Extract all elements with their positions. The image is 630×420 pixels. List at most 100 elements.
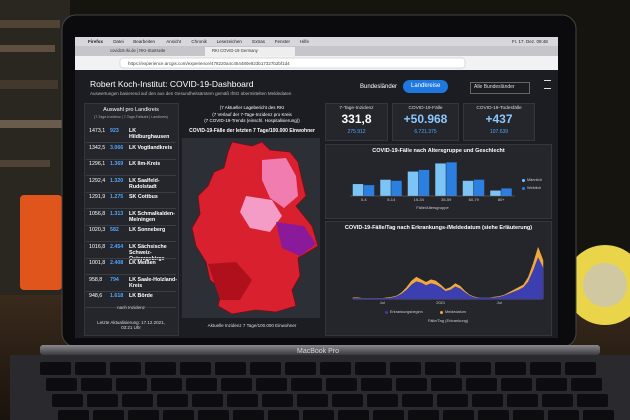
key: [75, 362, 106, 375]
menu-item[interactable]: Extras: [252, 38, 265, 44]
stat-total: 6.721.375: [414, 129, 437, 135]
incidence: 1296,1: [89, 161, 106, 167]
district-name[interactable]: LK Ilm-Kreis: [129, 161, 161, 167]
key: [320, 362, 351, 375]
row-divider: [86, 175, 176, 176]
bar: [462, 180, 474, 196]
key: [128, 410, 159, 420]
incidence: 1016,8: [89, 243, 106, 250]
dashboard-title: Robert Koch-Institut: COVID-19-Dashboard: [90, 79, 254, 89]
key: [367, 394, 398, 407]
district-name[interactable]: LK Schmalkalden-Meiningen: [129, 210, 175, 223]
key: [297, 394, 328, 407]
dropdown[interactable]: Alle Bundesländer: [470, 82, 530, 94]
key: [262, 394, 293, 407]
link[interactable]: (7 COVID-19-Trends (einschl. Hospitalisi…: [204, 118, 300, 123]
key: [122, 394, 153, 407]
button[interactable]: Bundesländer: [360, 84, 398, 90]
link[interactable]: (7 Verlauf der 7-Tage-Inzidenz pro Kreis: [212, 111, 292, 117]
district-name[interactable]: SK Cottbus: [129, 194, 158, 200]
row-divider: [86, 142, 176, 143]
district-name[interactable]: LK Saalfeld-Rudolstadt: [129, 177, 160, 190]
map-title: COVID-19-Fälle der letzten 7 Tage/100.00…: [189, 128, 315, 134]
case-count: 1.369: [110, 161, 124, 167]
district-name[interactable]: LK Sonneberg: [129, 227, 166, 233]
key: [460, 362, 491, 375]
case-count: 2.408: [110, 260, 124, 266]
tab[interactable]: covid19.rki.de | RKI-Startseite: [110, 47, 166, 53]
chart-title: COVID-19-Fälle/Tag nach Erkrankungs-/Mel…: [344, 225, 533, 231]
stat-label: COVID-19-Fälle: [408, 106, 443, 111]
key: [303, 410, 334, 420]
x-tick-label: 80+: [497, 197, 505, 202]
key: [250, 362, 281, 375]
link[interactable]: (7 Aktueller Lagebericht des RKI: [219, 105, 285, 110]
key: [151, 378, 182, 391]
row-divider: [86, 158, 176, 160]
menu-item[interactable]: Chronik: [191, 38, 207, 44]
x-tick-label: 5-14: [387, 197, 396, 202]
case-count: 1.618: [110, 293, 124, 299]
key: [332, 394, 363, 407]
key: [466, 378, 497, 391]
case-count: 2.454: [110, 243, 124, 250]
map-region: [208, 262, 252, 300]
key: [513, 410, 544, 420]
stat-value: 331,8: [341, 112, 372, 126]
button[interactable]: Landkreise: [403, 80, 449, 93]
url[interactable]: https://experience.arcgis.com/experience…: [128, 60, 290, 66]
bar: [407, 171, 419, 196]
stat-label: 7-Tage-Inzidenz: [339, 106, 374, 111]
incidence: 958,8: [89, 276, 103, 283]
district-name[interactable]: LK Börde: [129, 293, 153, 299]
stat-box: [392, 103, 459, 141]
incidence: 1473,1: [89, 128, 106, 134]
x-tick-label: 15-34: [413, 197, 424, 202]
key: [180, 362, 211, 375]
district-name[interactable]: LK Meißen: [129, 260, 156, 266]
district-name[interactable]: LK Hildburghausen: [129, 128, 170, 141]
key: [285, 362, 316, 375]
update-note: Letzte Aktualisierung: 17.12.2021, 03:21…: [97, 320, 165, 331]
sort-label[interactable]: nach Inzidenz: [117, 305, 145, 310]
key: [268, 410, 299, 420]
menu-item[interactable]: Fenster: [274, 38, 291, 44]
menu-item[interactable]: Datei: [113, 38, 124, 44]
menu-item[interactable]: Bearbeiten: [133, 38, 155, 44]
key: [390, 362, 421, 375]
stat-total: 275.912: [347, 129, 366, 135]
row-divider: [86, 290, 176, 292]
axis-label: Fälle/Altersgruppe: [416, 205, 449, 210]
url-bar: [119, 57, 466, 69]
key: [402, 394, 433, 407]
case-count: 1.320: [110, 177, 124, 184]
district-name[interactable]: LK Vogtlandkreis: [129, 144, 173, 151]
menu-item[interactable]: Hilfe: [300, 38, 310, 44]
key: [291, 378, 322, 391]
bar: [490, 190, 501, 196]
menu-item[interactable]: Firefox: [88, 38, 104, 44]
legend-label: Weiblich: [527, 186, 542, 190]
x-tick-label: Jul: [496, 300, 502, 305]
menu-item[interactable]: Lesezeichen: [216, 38, 242, 44]
tab[interactable]: RKI COVID-19 Germany: [212, 47, 258, 53]
axis-label: Fälle/Tag (Erkrankung): [427, 318, 469, 323]
laptop-hinge: [40, 345, 600, 355]
row-divider: [86, 224, 176, 226]
key: [501, 378, 532, 391]
keyboard: [40, 362, 614, 420]
legend-label: Erkrankungsbeginn: [390, 310, 423, 314]
dashboard-subtitle: Auswertungen basierend auf den aus den G…: [90, 91, 292, 96]
bar: [352, 184, 364, 196]
key: [52, 394, 83, 407]
stat-value: +437: [485, 112, 513, 126]
stat-box: [463, 103, 535, 141]
stat-box: [325, 103, 388, 141]
menu-item[interactable]: Ansicht: [166, 38, 181, 44]
key: [157, 394, 188, 407]
key: [425, 362, 456, 375]
key: [536, 378, 567, 391]
district-name[interactable]: LK Sächsische Schweiz-Osterzgebirge: [129, 243, 167, 262]
district-name[interactable]: LK Saale-Holzland-Kreis: [129, 276, 177, 289]
